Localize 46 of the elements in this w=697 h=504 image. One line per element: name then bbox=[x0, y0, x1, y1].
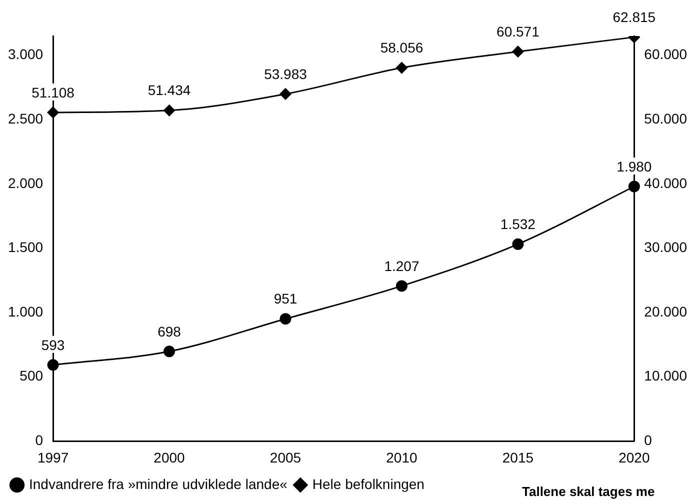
point bbox=[396, 280, 408, 292]
legend-label: Indvandrere fra »mindre udviklede lande« bbox=[29, 476, 288, 492]
data-label: 62.815 bbox=[612, 9, 656, 26]
y2-tick-label: 10.000 bbox=[644, 368, 688, 384]
y-tick-label: 1.000 bbox=[8, 303, 44, 320]
data-label: 698 bbox=[158, 323, 182, 340]
x-tick-label: 1997 bbox=[37, 449, 69, 466]
point bbox=[164, 346, 176, 358]
x-tick-label: 2015 bbox=[502, 449, 534, 466]
data-label: 593 bbox=[41, 336, 65, 353]
y-tick-label: 500 bbox=[20, 368, 44, 384]
x-tick-label: 2020 bbox=[618, 449, 650, 466]
data-label: 951 bbox=[274, 290, 298, 307]
y2-tick-label: 0 bbox=[644, 432, 652, 448]
y2-tick-label: 20.000 bbox=[644, 303, 688, 320]
x-tick-label: 2010 bbox=[386, 449, 418, 466]
point bbox=[164, 104, 176, 116]
point bbox=[396, 62, 408, 74]
point bbox=[280, 313, 292, 325]
data-label: 51.434 bbox=[148, 82, 191, 98]
point bbox=[512, 238, 524, 250]
data-label: 58.056 bbox=[380, 40, 424, 56]
x-tick-label: 2000 bbox=[154, 449, 186, 466]
y-tick-label: 2.500 bbox=[8, 110, 44, 126]
x-tick-label: 2005 bbox=[270, 449, 302, 466]
data-label: 53.983 bbox=[264, 66, 308, 82]
text: Tallene skal tages me bbox=[522, 484, 655, 499]
data-label: 1.532 bbox=[500, 216, 536, 232]
data-label: 1.980 bbox=[616, 158, 652, 174]
data-label: 51.108 bbox=[32, 84, 75, 100]
point bbox=[628, 180, 640, 192]
point bbox=[47, 359, 59, 371]
point bbox=[47, 106, 59, 118]
point bbox=[512, 46, 524, 58]
y2-tick-label: 50.000 bbox=[644, 110, 688, 126]
y-tick-label: 2.000 bbox=[8, 174, 44, 191]
y-tick-label: 1.500 bbox=[8, 239, 44, 256]
data-label: 60.571 bbox=[496, 23, 540, 40]
y-tick-label: 3.000 bbox=[8, 46, 44, 62]
y2-tick-label: 40.000 bbox=[644, 174, 688, 191]
data-label: 1.207 bbox=[384, 258, 420, 274]
point bbox=[280, 88, 292, 100]
legend-label: Hele befolkningen bbox=[312, 476, 424, 492]
y-tick-label: 0 bbox=[35, 432, 44, 448]
y2-tick-label: 30.000 bbox=[644, 239, 688, 256]
y2-tick-label: 60.000 bbox=[644, 46, 688, 62]
